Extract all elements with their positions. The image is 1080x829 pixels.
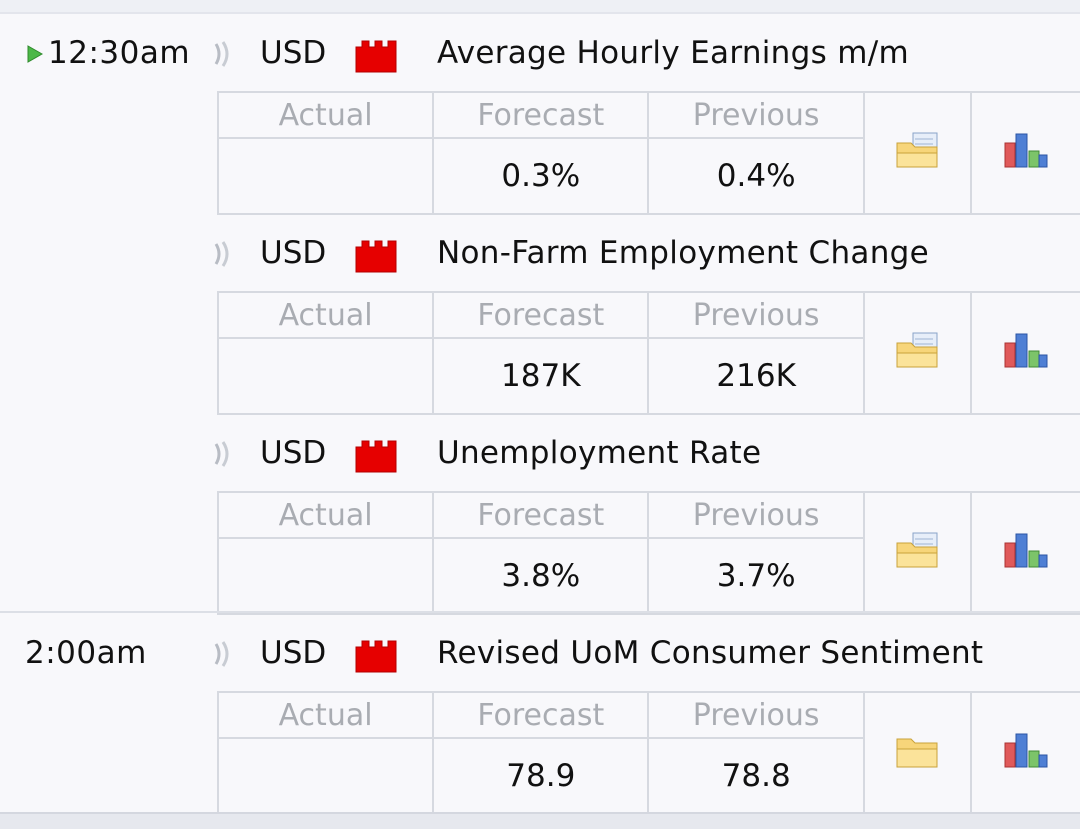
impact-high-icon[interactable]	[355, 239, 397, 273]
actual-value	[216, 337, 435, 415]
sound-icon[interactable]	[210, 438, 238, 470]
forecast-value: 78.9	[432, 737, 650, 815]
detail-cell[interactable]	[862, 91, 973, 215]
actual-header: Actual	[216, 91, 435, 139]
event-row[interactable]: USD Non-Farm Employment Change	[0, 228, 1080, 278]
bottom-divider	[0, 812, 1080, 829]
event-currency: USD	[260, 435, 327, 471]
event-row[interactable]: 2:00am USD Revised UoM Consumer Sentimen…	[0, 628, 1080, 678]
forecast-value: 0.3%	[432, 137, 650, 215]
impact-high-icon[interactable]	[355, 39, 397, 73]
event-currency: USD	[260, 35, 327, 71]
previous-value: 3.7%	[647, 537, 865, 615]
forecast-header: Forecast	[432, 291, 650, 339]
actual-header: Actual	[216, 691, 435, 739]
event-row[interactable]: USD Unemployment Rate	[0, 428, 1080, 478]
play-icon	[27, 45, 44, 63]
top-divider	[0, 0, 1080, 14]
actual-value	[216, 737, 435, 815]
previous-value: 216K	[647, 337, 865, 415]
event-values: Actual Forecast Previous 3.8% 3.7%	[216, 491, 1080, 615]
forecast-value: 187K	[432, 337, 650, 415]
event-currency: USD	[260, 235, 327, 271]
event-name[interactable]: Non-Farm Employment Change	[437, 235, 930, 271]
chart-icon[interactable]	[1003, 331, 1049, 371]
event-row[interactable]: 12:30am USD Average Hourly Earnings m/m	[0, 28, 1080, 78]
sound-icon[interactable]	[210, 638, 238, 670]
folder-icon[interactable]	[895, 731, 941, 771]
history-cell[interactable]	[970, 291, 1080, 415]
impact-high-icon[interactable]	[355, 639, 397, 673]
event-values: Actual Forecast Previous 0.3% 0.4%	[216, 91, 1080, 215]
actual-value	[216, 537, 435, 615]
forecast-header: Forecast	[432, 691, 650, 739]
event-time: 2:00am	[25, 635, 147, 671]
chart-icon[interactable]	[1003, 731, 1049, 771]
forecast-header: Forecast	[432, 491, 650, 539]
event-name[interactable]: Revised UoM Consumer Sentiment	[437, 635, 984, 671]
folder-icon[interactable]	[895, 331, 941, 371]
time-group-divider	[0, 611, 1080, 613]
actual-value	[216, 137, 435, 215]
folder-icon[interactable]	[895, 131, 941, 171]
event-name[interactable]: Unemployment Rate	[437, 435, 762, 471]
event-name[interactable]: Average Hourly Earnings m/m	[437, 35, 909, 71]
actual-header: Actual	[216, 291, 435, 339]
event-values: Actual Forecast Previous 187K 216K	[216, 291, 1080, 415]
forecast-header: Forecast	[432, 91, 650, 139]
sound-icon[interactable]	[210, 38, 238, 70]
forecast-value: 3.8%	[432, 537, 650, 615]
detail-cell[interactable]	[862, 291, 973, 415]
history-cell[interactable]	[970, 691, 1080, 815]
impact-high-icon[interactable]	[355, 439, 397, 473]
previous-header: Previous	[647, 291, 865, 339]
detail-cell[interactable]	[862, 491, 973, 615]
sound-icon[interactable]	[210, 238, 238, 270]
history-cell[interactable]	[970, 91, 1080, 215]
previous-header: Previous	[647, 91, 865, 139]
event-time: 12:30am	[48, 35, 191, 71]
previous-header: Previous	[647, 691, 865, 739]
event-values: Actual Forecast Previous 78.9 78.8	[216, 691, 1080, 815]
detail-cell[interactable]	[862, 691, 973, 815]
event-currency: USD	[260, 635, 327, 671]
previous-header: Previous	[647, 491, 865, 539]
folder-icon[interactable]	[895, 531, 941, 571]
previous-value: 0.4%	[647, 137, 865, 215]
previous-value: 78.8	[647, 737, 865, 815]
history-cell[interactable]	[970, 491, 1080, 615]
chart-icon[interactable]	[1003, 531, 1049, 571]
chart-icon[interactable]	[1003, 131, 1049, 171]
actual-header: Actual	[216, 491, 435, 539]
